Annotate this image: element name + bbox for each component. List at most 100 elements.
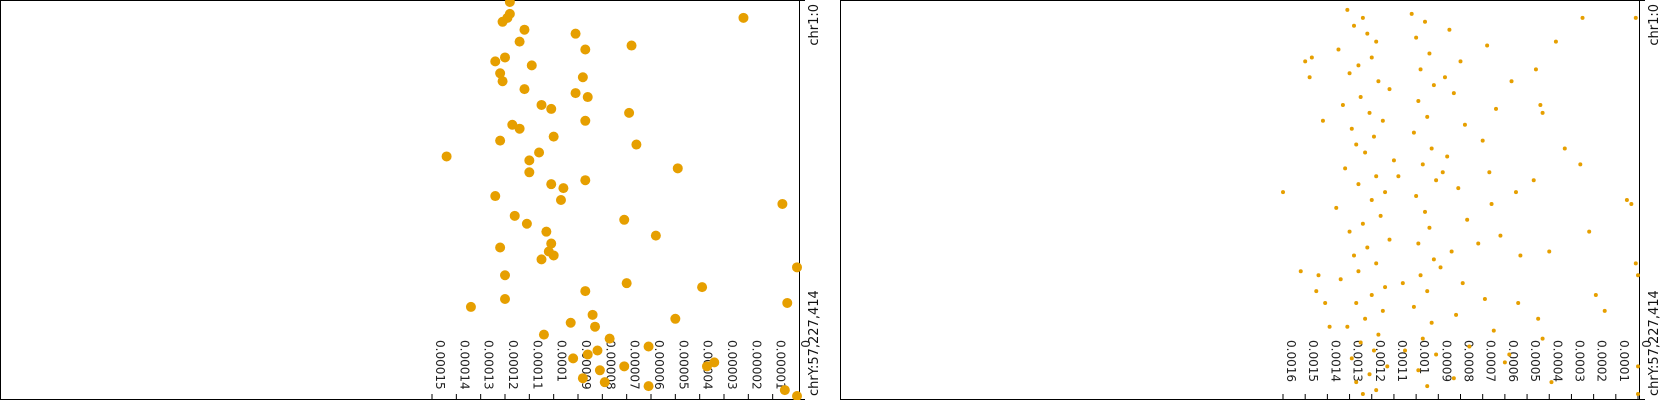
data-point (1502, 360, 1507, 365)
data-point (1482, 297, 1487, 301)
data-point (534, 147, 545, 158)
data-point (1356, 63, 1361, 68)
data-point (792, 262, 802, 273)
value-tick-label: 0.00014 (457, 340, 471, 390)
data-point (1636, 392, 1640, 397)
data-point (570, 88, 581, 99)
data-point (1334, 205, 1339, 210)
data-point (546, 179, 557, 190)
data-point (543, 246, 554, 257)
data-point (1553, 39, 1558, 44)
data-point (1320, 118, 1325, 123)
data-point (1434, 178, 1439, 183)
data-point (1378, 213, 1383, 218)
data-point (1358, 340, 1363, 345)
data-point (1327, 324, 1332, 329)
data-point (643, 381, 654, 392)
data-point (580, 44, 591, 55)
data-point (1465, 217, 1470, 222)
data-point (619, 214, 630, 225)
data-point (631, 139, 642, 150)
value-tick-label: 0.0005 (1528, 340, 1542, 382)
data-point (577, 72, 588, 83)
data-point (1485, 43, 1490, 48)
value-tick-label: 0.0007 (1484, 340, 1498, 382)
value-tick-label: 0.00002 (749, 340, 763, 390)
data-point (1429, 320, 1434, 325)
data-point (1531, 178, 1536, 183)
data-point (1374, 261, 1379, 266)
data-point (546, 103, 557, 114)
data-point (1360, 392, 1365, 397)
data-point (1354, 142, 1359, 147)
data-point (509, 210, 520, 221)
value-tick-label: 0.00012 (506, 340, 520, 390)
data-point (587, 309, 598, 320)
data-point (1516, 300, 1521, 305)
data-point (514, 36, 525, 47)
data-point (1416, 241, 1421, 246)
data-point (1562, 146, 1567, 151)
value-tick-label: 0.0012 (1373, 340, 1387, 382)
data-point (1369, 293, 1374, 298)
data-point (1385, 364, 1390, 369)
data-point (570, 28, 581, 39)
data-point (1396, 174, 1401, 179)
data-point (577, 373, 588, 384)
data-point (1363, 316, 1368, 321)
data-point (1345, 324, 1350, 329)
data-point (497, 16, 508, 27)
data-point (1314, 289, 1319, 294)
data-point (1462, 122, 1467, 127)
data-point (1624, 198, 1629, 202)
data-point (1447, 27, 1452, 32)
data-point (604, 333, 615, 344)
data-point (1376, 79, 1381, 84)
data-point (1414, 35, 1419, 40)
data-point (1369, 198, 1374, 202)
data-point (1416, 368, 1421, 373)
value-tick-label: 0.0014 (1328, 340, 1342, 382)
range-start-label: chr1:0 (1647, 4, 1662, 46)
data-point (1629, 201, 1634, 206)
value-tick-label: 0.00015 (433, 340, 447, 390)
data-point (1360, 15, 1365, 20)
data-point (1387, 237, 1392, 242)
data-point (555, 195, 566, 205)
data-point (594, 365, 605, 376)
value-tick-label: 0.00007 (628, 340, 642, 390)
data-point (582, 349, 593, 360)
data-point (1374, 388, 1379, 393)
value-tick-label: 0.0001 (555, 340, 569, 382)
data-point (1423, 209, 1427, 214)
value-tick-label: 0.0008 (1462, 340, 1476, 382)
data-point (1374, 174, 1379, 179)
range-end-label: chrY:57,227,414 (807, 290, 822, 396)
data-point (519, 24, 530, 35)
data-point (1431, 83, 1436, 88)
data-point (1411, 304, 1416, 309)
data-point (1387, 87, 1392, 92)
data-point (500, 52, 510, 63)
data-point (782, 297, 793, 308)
data-point (1420, 162, 1425, 167)
data-point (519, 84, 530, 95)
value-tick-label: 0.00006 (652, 340, 666, 390)
data-point (1409, 11, 1414, 16)
data-point (1578, 162, 1583, 167)
data-point (1633, 15, 1638, 20)
data-point (1518, 253, 1523, 258)
data-point (1369, 55, 1374, 60)
data-point (1602, 308, 1607, 313)
data-point (1538, 102, 1543, 107)
data-point (558, 183, 569, 194)
data-point (1427, 51, 1432, 56)
data-point (626, 40, 637, 51)
value-tick-label: 0.0016 (1284, 340, 1298, 382)
data-point (1349, 126, 1354, 131)
data-point (1509, 79, 1514, 84)
data-point (1431, 257, 1436, 262)
value-tick-label: 0.00001 (774, 340, 788, 390)
data-point (779, 385, 790, 396)
data-point (1371, 134, 1376, 139)
